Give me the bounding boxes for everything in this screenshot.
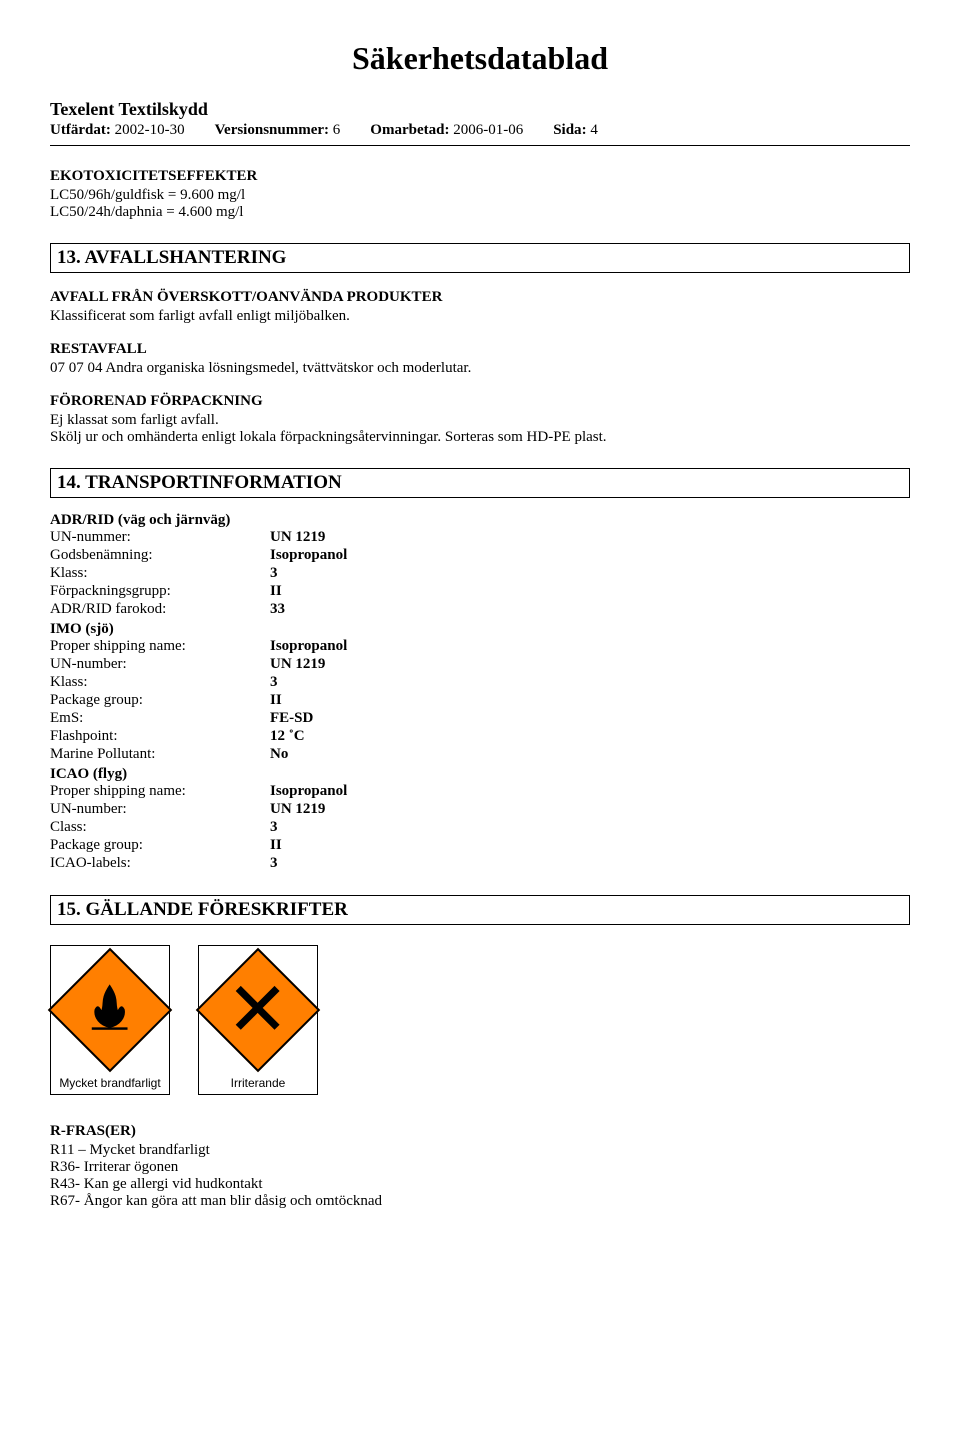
- ecotox-line2: LC50/24h/daphnia = 4.600 mg/l: [50, 204, 910, 221]
- kv-key: ICAO-labels:: [50, 855, 270, 873]
- section-14-title: 14. TRANSPORTINFORMATION: [50, 468, 910, 498]
- table-row: Package group:II: [50, 692, 347, 710]
- sec13-p2: 07 07 04 Andra organiska lösningsmedel, …: [50, 360, 910, 377]
- icao-table: Proper shipping name:IsopropanolUN-numbe…: [50, 783, 347, 873]
- ecotox-title: EKOTOXICITETSEFFEKTER: [50, 168, 910, 185]
- section-13-title: 13. AVFALLSHANTERING: [50, 243, 910, 273]
- kv-key: EmS:: [50, 710, 270, 728]
- kv-value: II: [270, 583, 347, 601]
- table-row: Godsbenämning:Isopropanol: [50, 547, 347, 565]
- revised-value: 2006-01-06: [453, 122, 523, 138]
- kv-key: Klass:: [50, 674, 270, 692]
- table-row: Klass:3: [50, 565, 347, 583]
- kv-value: Isopropanol: [270, 638, 347, 656]
- kv-value: II: [270, 692, 347, 710]
- kv-value: UN 1219: [270, 656, 347, 674]
- kv-key: UN-nummer:: [50, 529, 270, 547]
- issued-label: Utfärdat:: [50, 122, 111, 138]
- version-value: 6: [333, 122, 341, 138]
- main-title: Säkerhetsdatablad: [50, 40, 910, 77]
- rfras-line: R11 – Mycket brandfarligt: [50, 1142, 910, 1159]
- kv-key: Flashpoint:: [50, 728, 270, 746]
- kv-value: No: [270, 746, 347, 764]
- section-15-title: 15. GÄLLANDE FÖRESKRIFTER: [50, 895, 910, 925]
- page-label: Sida:: [553, 122, 586, 138]
- imo-head: IMO (sjö): [50, 621, 910, 638]
- kv-key: ADR/RID farokod:: [50, 601, 270, 619]
- table-row: ICAO-labels:3: [50, 855, 347, 873]
- table-row: EmS:FE-SD: [50, 710, 347, 728]
- x-icon: [231, 981, 285, 1035]
- revised-label: Omarbetad:: [370, 122, 449, 138]
- kv-key: UN-number:: [50, 656, 270, 674]
- kv-value: 33: [270, 601, 347, 619]
- rfras-head: R-FRAS(ER): [50, 1123, 910, 1140]
- kv-key: Class:: [50, 819, 270, 837]
- kv-value: II: [270, 837, 347, 855]
- ecotox-line1: LC50/96h/guldfisk = 9.600 mg/l: [50, 187, 910, 204]
- hazard-flammable: Mycket brandfarligt: [50, 945, 170, 1095]
- table-row: Class:3: [50, 819, 347, 837]
- sec13-h1: AVFALL FRÅN ÖVERSKOTT/OANVÄNDA PRODUKTER: [50, 289, 910, 306]
- imo-table: Proper shipping name:IsopropanolUN-numbe…: [50, 638, 347, 764]
- icao-head: ICAO (flyg): [50, 766, 910, 783]
- adr-table: UN-nummer:UN 1219Godsbenämning:Isopropan…: [50, 529, 347, 619]
- sec13-h3: FÖRORENAD FÖRPACKNING: [50, 393, 910, 410]
- kv-key: Proper shipping name:: [50, 783, 270, 801]
- sec13-h2: RESTAVFALL: [50, 341, 910, 358]
- hazard-flammable-label: Mycket brandfarligt: [59, 1076, 160, 1090]
- kv-key: Package group:: [50, 837, 270, 855]
- rfras-line: R43- Kan ge allergi vid hudkontakt: [50, 1176, 910, 1193]
- hazard-irritant: Irriterande: [198, 945, 318, 1095]
- kv-key: UN-number:: [50, 801, 270, 819]
- version-label: Versionsnummer:: [215, 122, 329, 138]
- table-row: Flashpoint:12 ˚C: [50, 728, 347, 746]
- kv-value: 3: [270, 674, 347, 692]
- kv-value: UN 1219: [270, 801, 347, 819]
- product-name: Texelent Textilskydd: [50, 99, 910, 120]
- hazard-symbols-row: Mycket brandfarligt Irriterande: [50, 945, 910, 1095]
- sec13-p1: Klassificerat som farligt avfall enligt …: [50, 308, 910, 325]
- kv-value: Isopropanol: [270, 547, 347, 565]
- rfras-line: R67- Ångor kan göra att man blir dåsig o…: [50, 1193, 910, 1210]
- sec13-p3b: Skölj ur och omhänderta enligt lokala fö…: [50, 429, 910, 446]
- kv-value: UN 1219: [270, 529, 347, 547]
- hazard-irritant-label: Irriterande: [231, 1076, 286, 1090]
- kv-key: Proper shipping name:: [50, 638, 270, 656]
- kv-key: Marine Pollutant:: [50, 746, 270, 764]
- rfras-list: R11 – Mycket brandfarligtR36- Irriterar …: [50, 1142, 910, 1210]
- table-row: Förpackningsgrupp:II: [50, 583, 347, 601]
- table-row: Proper shipping name:Isopropanol: [50, 783, 347, 801]
- table-row: Proper shipping name:Isopropanol: [50, 638, 347, 656]
- table-row: Klass:3: [50, 674, 347, 692]
- table-row: ADR/RID farokod:33: [50, 601, 347, 619]
- page-value: 4: [590, 122, 598, 138]
- table-row: UN-number:UN 1219: [50, 801, 347, 819]
- kv-value: Isopropanol: [270, 783, 347, 801]
- table-row: UN-nummer:UN 1219: [50, 529, 347, 547]
- flame-icon: [84, 982, 136, 1034]
- issued-value: 2002-10-30: [115, 122, 185, 138]
- table-row: Package group:II: [50, 837, 347, 855]
- kv-key: Förpackningsgrupp:: [50, 583, 270, 601]
- kv-key: Klass:: [50, 565, 270, 583]
- header-separator: [50, 145, 910, 146]
- kv-value: 3: [270, 819, 347, 837]
- kv-key: Godsbenämning:: [50, 547, 270, 565]
- table-row: Marine Pollutant:No: [50, 746, 347, 764]
- kv-value: 3: [270, 565, 347, 583]
- sec13-p3a: Ej klassat som farligt avfall.: [50, 412, 910, 429]
- kv-key: Package group:: [50, 692, 270, 710]
- rfras-line: R36- Irriterar ögonen: [50, 1159, 910, 1176]
- doc-meta: Utfärdat: 2002-10-30 Versionsnummer: 6 O…: [50, 122, 910, 139]
- kv-value: FE-SD: [270, 710, 347, 728]
- ecotox-body: LC50/96h/guldfisk = 9.600 mg/l LC50/24h/…: [50, 187, 910, 221]
- adr-head: ADR/RID (väg och järnväg): [50, 512, 910, 529]
- kv-value: 12 ˚C: [270, 728, 347, 746]
- kv-value: 3: [270, 855, 347, 873]
- table-row: UN-number:UN 1219: [50, 656, 347, 674]
